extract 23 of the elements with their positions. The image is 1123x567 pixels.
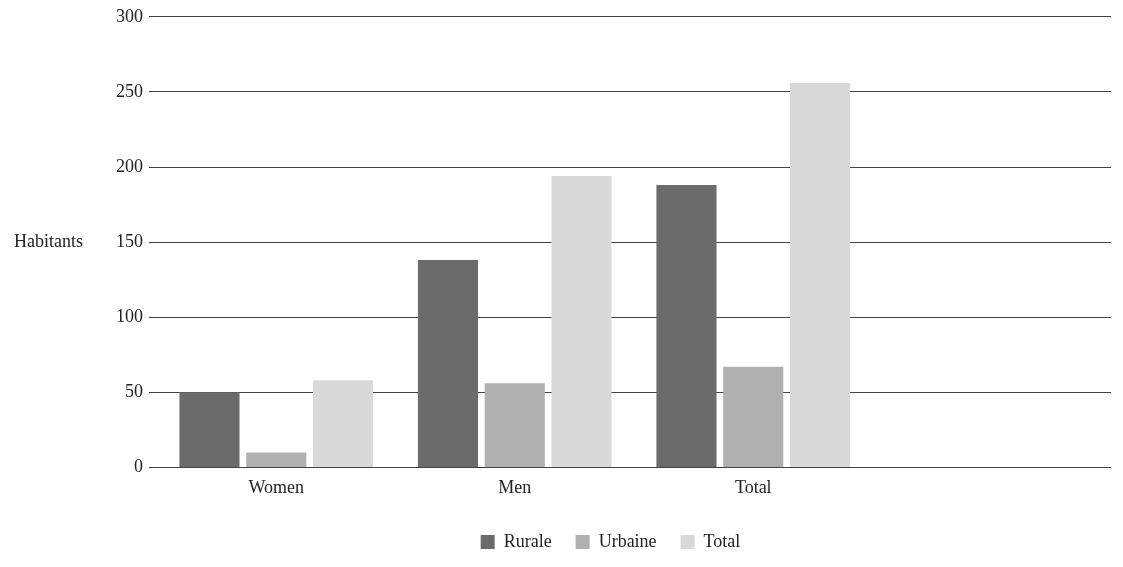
bar bbox=[789, 82, 851, 467]
x-tick-label: Men bbox=[498, 476, 532, 497]
bar bbox=[179, 392, 240, 467]
y-tick-label: 200 bbox=[116, 155, 143, 176]
x-tick-label: Total bbox=[734, 476, 772, 497]
y-tick-label: 100 bbox=[116, 305, 143, 326]
bar bbox=[656, 185, 717, 467]
y-tick-label: 150 bbox=[116, 230, 143, 251]
y-tick-label: 300 bbox=[116, 5, 143, 26]
y-tick-label: 50 bbox=[125, 381, 143, 402]
bar bbox=[551, 176, 612, 467]
legend-label: Total bbox=[703, 530, 741, 551]
y-tick-label: 0 bbox=[134, 456, 143, 477]
bar bbox=[246, 452, 307, 467]
bar bbox=[723, 366, 784, 467]
y-tick-label: 250 bbox=[116, 80, 143, 101]
x-tick-label: Women bbox=[248, 476, 305, 497]
legend-label: Urbaine bbox=[598, 530, 657, 551]
bar bbox=[312, 380, 374, 467]
bar bbox=[417, 260, 479, 467]
legend-label: Rurale bbox=[503, 530, 552, 551]
y-axis-title: Habitants bbox=[14, 230, 83, 251]
bar bbox=[484, 383, 545, 467]
